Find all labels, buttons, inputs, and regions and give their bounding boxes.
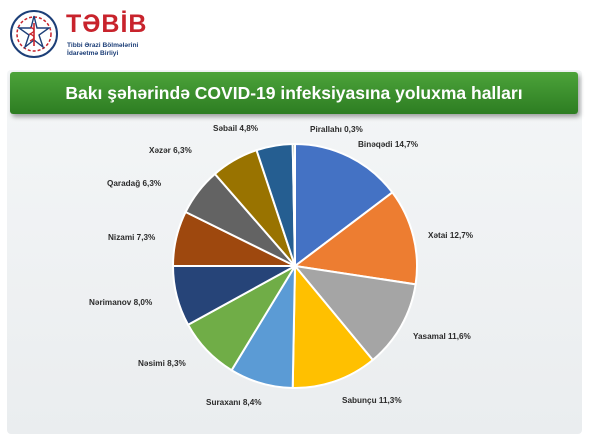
slice-label: Nəsimi 8,3% — [138, 359, 187, 368]
tabib-emblem-icon — [10, 10, 58, 58]
pie-slice — [291, 263, 375, 389]
title-banner: Bakı şəhərində COVID-19 infeksiyasına yo… — [10, 72, 578, 114]
pie-slice — [292, 264, 417, 362]
tabib-logo: TƏBİB Tibbi Ərazi Bölmələrini İdarəetmə … — [6, 6, 206, 64]
logo-subtitle-line2: İdarəetmə Birliyi — [67, 50, 119, 57]
slice-label: Nizami 7,3% — [108, 233, 156, 242]
slice-label: Xətai 12,7% — [428, 231, 474, 240]
logo-subtitle-line1: Tibbi Ərazi Bölmələrini — [67, 42, 139, 49]
slice-label: Səbail 4,8% — [213, 124, 259, 133]
pie-slice — [291, 142, 296, 267]
slice-label: Pirallahı 0,3% — [310, 125, 364, 134]
pie-slice — [294, 142, 394, 269]
slice-label: Suraxanı 8,4% — [206, 398, 262, 407]
slice-label: Sabunçu 11,3% — [342, 396, 402, 405]
slice-label: Yasamal 11,6% — [413, 332, 472, 341]
pie-slice — [292, 191, 419, 286]
slice-label: Nərimanov 8,0% — [89, 298, 153, 307]
logo-title: TƏBİB — [66, 10, 148, 38]
logo-subtitle: Tibbi Ərazi Bölmələrini İdarəetmə Birliy… — [67, 42, 167, 58]
slice-label: Binəqədi 14,7% — [358, 140, 419, 149]
chart-title: Bakı şəhərində COVID-19 infeksiyasına yo… — [65, 83, 523, 103]
slice-label: Xəzər 6,3% — [149, 146, 193, 155]
slice-label: Qaradağ 6,3% — [107, 179, 162, 188]
